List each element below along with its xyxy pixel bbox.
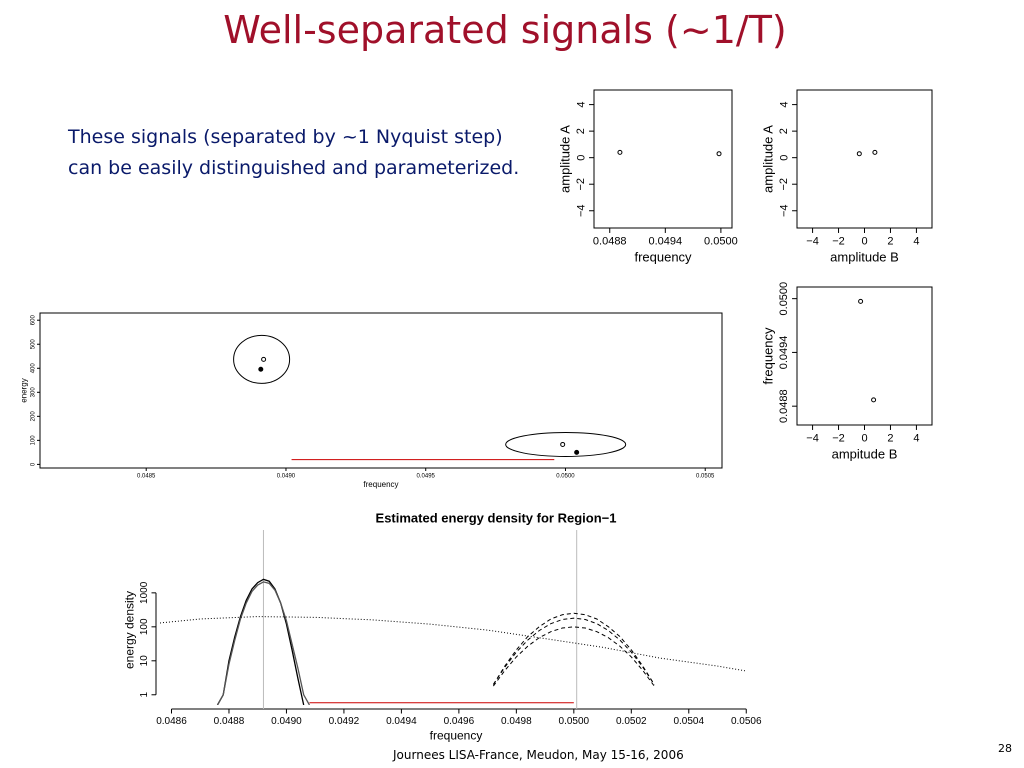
y-tick-label: 500	[30, 339, 36, 350]
y-axis-label: amplitude A	[760, 125, 775, 193]
y-tick-label: 1	[139, 692, 150, 698]
y-tick-label: −4	[778, 204, 790, 217]
y-tick-label: 100	[139, 618, 150, 635]
series-line	[492, 617, 655, 685]
plot-frame	[796, 89, 933, 229]
y-tick-label: 0.0488	[778, 389, 790, 423]
chart: −4 −2 0 2 4 0.0488 0.0494 0.0500 ampitude B frequ…	[760, 282, 933, 462]
x-tick-label: 0.0502	[616, 716, 647, 727]
y-tick-label: 4	[778, 102, 790, 108]
y-tick-label: −4	[575, 204, 587, 217]
y-tick-label: 600	[30, 315, 36, 326]
x-tick-label: 0.0494	[386, 716, 417, 727]
point	[617, 149, 623, 155]
y-axis-label: energy	[20, 378, 29, 402]
body-text: These signals (separated by ~1 Nyquist s…	[68, 126, 520, 179]
y-tick-label: 400	[30, 363, 36, 374]
y-axis-label: frequency	[760, 327, 775, 385]
x-tick-label: 0	[861, 236, 867, 248]
plot-frame	[39, 312, 723, 469]
x-tick-label: 0.0486	[156, 716, 187, 727]
y-axis-label: energy density	[123, 591, 137, 669]
x-tick-label: 0.0490	[271, 716, 302, 727]
y-tick-label: 0.0494	[778, 336, 790, 370]
y-tick-label: 0	[30, 462, 36, 466]
y-tick-label: 200	[30, 411, 36, 422]
x-tick-label: 0.0496	[444, 716, 475, 727]
x-axis-label: ampitude B	[832, 447, 898, 462]
x-tick-label: 4	[913, 433, 919, 445]
series-line	[160, 616, 747, 672]
x-tick-label: 0.0494	[648, 236, 682, 248]
x-tick-label: 0.0492	[329, 716, 360, 727]
y-tick-label: 0	[575, 155, 587, 161]
x-tick-label: 0	[861, 433, 867, 445]
footer: Journees LISA-France, Meudon, May 15-16,…	[393, 748, 684, 762]
y-tick-label: −2	[778, 178, 790, 191]
x-tick-label: −4	[806, 433, 819, 445]
x-tick-label: 0.0495	[417, 473, 436, 479]
series-line	[492, 612, 655, 685]
point	[871, 397, 877, 403]
y-tick-label: 100	[30, 435, 36, 446]
y-tick-label: 0	[778, 155, 790, 161]
x-axis-label: frequency	[430, 729, 483, 743]
x-tick-label: 0.0500	[559, 716, 590, 727]
point	[856, 151, 862, 157]
chart: 0.0485 0.0490 0.0495 0.0500 0.0505 0 100 200 300…	[20, 312, 723, 489]
y-tick-label: 2	[778, 128, 790, 134]
y-tick-label: 0.0500	[778, 282, 790, 316]
point	[716, 151, 722, 157]
contour	[505, 431, 627, 457]
x-tick-label: 4	[913, 236, 919, 248]
x-tick-label: 0.0500	[556, 473, 575, 479]
y-tick-label: 10	[139, 655, 150, 667]
y-tick-label: 2	[575, 128, 587, 134]
chart: 0.0488 0.0494 0.0500 −4 −2 0 2 4 frequency amplit…	[557, 89, 738, 265]
x-tick-label: 0.0504	[673, 716, 704, 727]
x-tick-label: −4	[806, 236, 819, 248]
point	[258, 366, 264, 372]
x-tick-label: 0.0485	[137, 473, 156, 479]
chart: Estimated energy density for Region−1 0.0…	[123, 510, 762, 742]
page-number: 28	[998, 742, 1012, 755]
point	[872, 149, 878, 155]
point	[574, 449, 580, 455]
x-tick-label: 2	[887, 433, 893, 445]
y-tick-label: −2	[575, 178, 587, 191]
contour	[233, 334, 291, 384]
plot-frame	[796, 286, 933, 426]
y-axis-label: amplitude A	[557, 125, 572, 193]
y-tick-label: 1000	[139, 581, 150, 604]
point	[560, 441, 566, 447]
x-tick-label: 0.0490	[277, 473, 296, 479]
x-axis-label: frequency	[363, 480, 398, 489]
x-tick-label: −2	[832, 236, 845, 248]
chart-title: Estimated energy density for Region−1	[376, 510, 617, 525]
x-tick-label: −2	[832, 433, 845, 445]
x-tick-label: 2	[887, 236, 893, 248]
series-line	[216, 578, 305, 705]
slide-title: Well-separated signals (~1/T)	[223, 8, 787, 52]
x-tick-label: 0.0488	[214, 716, 245, 727]
point	[261, 356, 267, 362]
x-tick-label: 0.0488	[593, 236, 627, 248]
x-tick-label: 0.0505	[696, 473, 715, 479]
x-tick-label: 0.0506	[731, 716, 762, 727]
x-tick-label: 0.0498	[501, 716, 532, 727]
plot-frame	[593, 89, 733, 229]
y-tick-label: 300	[30, 387, 36, 398]
series-line	[216, 581, 311, 705]
x-tick-label: 0.0500	[704, 236, 738, 248]
y-tick-label: 4	[575, 102, 587, 108]
chart: −4 −2 0 2 4 −4 −2 0 2 4 amplitude B amplitude A	[760, 89, 933, 265]
point	[858, 298, 864, 304]
x-axis-label: frequency	[634, 250, 692, 265]
series-line	[492, 626, 655, 687]
x-axis-label: amplitude B	[830, 250, 899, 265]
